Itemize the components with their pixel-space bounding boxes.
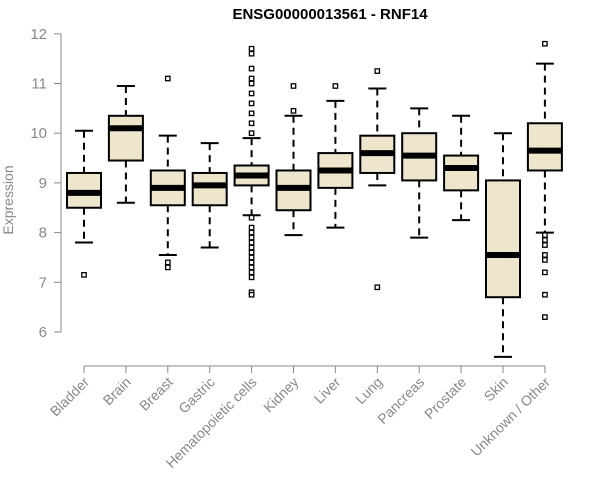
outlier-point	[248, 244, 255, 251]
outlier-point	[248, 291, 255, 298]
outlier-point	[248, 75, 255, 82]
x-tick-label: Brain	[100, 374, 134, 408]
outlier-point	[542, 291, 548, 298]
outlier-point	[248, 65, 255, 72]
outlier-point	[542, 252, 548, 258]
y-tick-label: 9	[39, 175, 47, 192]
outlier-point	[542, 242, 548, 248]
outlier-point	[248, 239, 255, 246]
y-tick-label: 10	[30, 125, 47, 142]
outlier-point	[248, 130, 255, 137]
outlier-point	[542, 232, 548, 238]
outlier-point	[164, 264, 171, 271]
outlier-point	[248, 90, 255, 97]
outlier-point	[542, 40, 548, 47]
outlier-point	[374, 284, 381, 291]
outlier-point	[164, 259, 171, 266]
outlier-point	[164, 75, 171, 82]
x-tick-label: Unknown / Other	[467, 374, 553, 460]
outlier-point	[248, 120, 255, 127]
x-tick-label: Kidney	[260, 374, 302, 416]
outlier-point	[290, 107, 297, 114]
outlier-point	[248, 100, 255, 107]
y-tick-label: 8	[39, 225, 47, 242]
outlier-point	[542, 314, 548, 320]
x-tick-label: Prostate	[421, 374, 469, 422]
box	[526, 122, 563, 172]
y-tick-label: 7	[39, 274, 47, 291]
outlier-point	[248, 214, 255, 221]
y-axis-label: Expression	[0, 165, 16, 234]
outlier-point	[542, 237, 548, 243]
outlier-point	[248, 249, 255, 256]
outlier-point	[374, 68, 381, 74]
x-tick-label: Liver	[311, 374, 344, 407]
outlier-point	[248, 254, 255, 261]
x-tick-label: Breast	[136, 374, 176, 414]
x-tick-label: Lung	[352, 374, 385, 407]
outlier-point	[248, 264, 255, 271]
outlier-point	[248, 234, 255, 241]
outlier-point	[248, 50, 255, 57]
outlier-point	[248, 259, 255, 266]
outlier-point	[290, 83, 297, 89]
x-tick-label: Skin	[481, 374, 512, 405]
outlier-point	[248, 80, 255, 87]
y-tick-label: 6	[39, 324, 47, 341]
box	[485, 179, 521, 299]
box	[191, 171, 228, 207]
outlier-point	[248, 110, 255, 117]
x-tick-label: Pancreas	[374, 374, 427, 427]
outlier-point	[542, 269, 548, 276]
outlier-point	[248, 229, 255, 236]
chart-title: ENSG00000013561 - RNF14	[232, 6, 428, 23]
box	[443, 154, 480, 192]
x-tick-label: Bladder	[47, 374, 93, 420]
outlier-point	[248, 269, 255, 276]
outlier-point	[248, 45, 255, 52]
outlier-point	[81, 271, 87, 278]
outlier-point	[332, 83, 339, 89]
y-tick-label: 12	[30, 26, 47, 43]
y-tick-label: 11	[31, 76, 47, 93]
outlier-point	[542, 257, 548, 263]
outlier-point	[248, 274, 255, 281]
outlier-point	[248, 224, 255, 231]
box	[107, 114, 144, 162]
